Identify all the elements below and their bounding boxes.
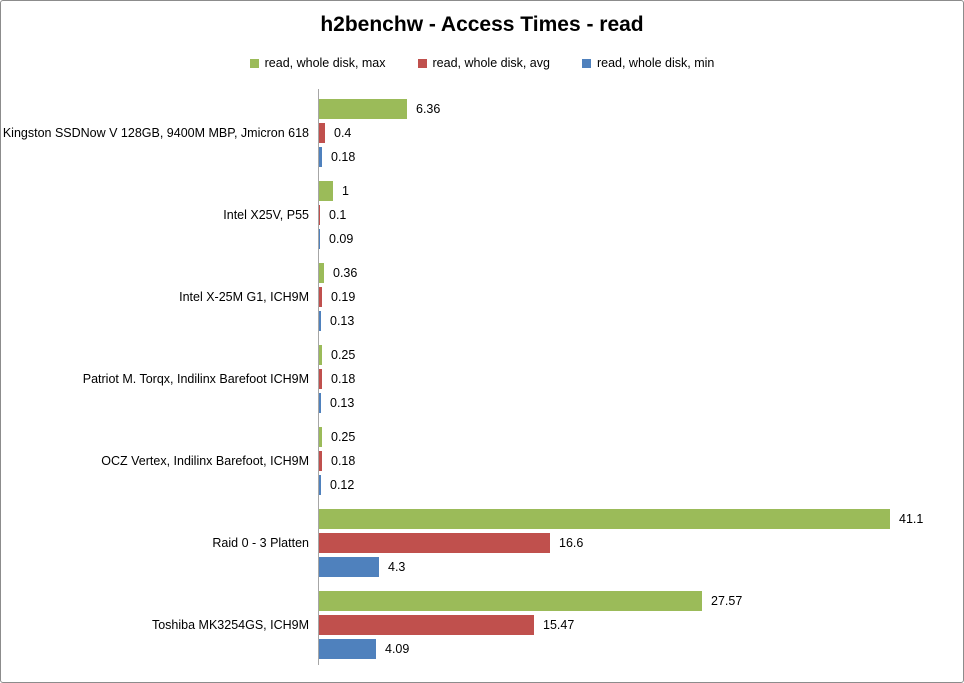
bar	[319, 311, 321, 331]
bar	[319, 475, 321, 495]
bar	[319, 533, 550, 553]
value-label: 0.13	[330, 396, 355, 410]
value-label: 1	[342, 184, 349, 198]
bar	[319, 123, 325, 143]
bar	[319, 591, 702, 611]
bar	[319, 205, 320, 225]
value-label: 0.09	[329, 232, 354, 246]
legend-label: read, whole disk, max	[264, 56, 386, 70]
category-label: Patriot M. Torqx, Indilinx Barefoot ICH9…	[82, 372, 309, 386]
bar	[319, 509, 890, 529]
value-label: 4.3	[388, 560, 406, 574]
bar	[319, 181, 333, 201]
value-label: 0.12	[330, 478, 355, 492]
category-label: Intel X-25M G1, ICH9M	[179, 290, 309, 304]
bar	[319, 369, 322, 389]
value-label: 0.13	[330, 314, 355, 328]
category-label: Toshiba MK3254GS, ICH9M	[151, 618, 309, 632]
bar	[319, 287, 322, 307]
value-label: 0.25	[331, 430, 356, 444]
value-label: 27.57	[711, 594, 743, 608]
bar	[319, 99, 407, 119]
category-label: Kingston SSDNow V 128GB, 9400M MBP, Jmic…	[2, 126, 309, 140]
bar	[319, 229, 320, 249]
legend-swatch-icon	[249, 58, 259, 68]
value-label: 0.19	[331, 290, 356, 304]
value-label: 0.25	[331, 348, 356, 362]
value-label: 0.4	[334, 126, 352, 140]
category-label: OCZ Vertex, Indilinx Barefoot, ICH9M	[101, 454, 309, 468]
category-label: Intel X25V, P55	[223, 208, 309, 222]
legend-item: read, whole disk, max	[249, 56, 386, 70]
bar	[319, 345, 322, 365]
value-label: 0.36	[333, 266, 358, 280]
category-label: Raid 0 - 3 Platten	[212, 536, 309, 550]
legend-item: read, whole disk, avg	[417, 56, 550, 70]
bar	[319, 147, 322, 167]
category-axis-line	[318, 89, 319, 665]
bar	[319, 639, 376, 659]
bar	[319, 451, 322, 471]
bar	[319, 393, 321, 413]
value-label: 0.18	[331, 454, 356, 468]
legend-item: read, whole disk, min	[581, 56, 715, 70]
bar	[319, 615, 534, 635]
value-label: 0.18	[331, 150, 356, 164]
legend-label: read, whole disk, min	[596, 56, 715, 70]
value-label: 16.6	[559, 536, 584, 550]
bar	[319, 427, 322, 447]
chart-title: h2benchw - Access Times - read	[320, 13, 644, 36]
value-label: 4.09	[385, 642, 410, 656]
legend-swatch-icon	[581, 58, 591, 68]
value-label: 0.18	[331, 372, 356, 386]
bar	[319, 263, 324, 283]
legend: read, whole disk, max read, whole disk, a…	[1, 56, 963, 70]
value-label: 6.36	[416, 102, 441, 116]
value-label: 15.47	[543, 618, 575, 632]
bar	[319, 557, 379, 577]
value-label: 0.1	[329, 208, 347, 222]
legend-swatch-icon	[417, 58, 427, 68]
legend-label: read, whole disk, avg	[432, 56, 550, 70]
value-label: 41.1	[899, 512, 924, 526]
